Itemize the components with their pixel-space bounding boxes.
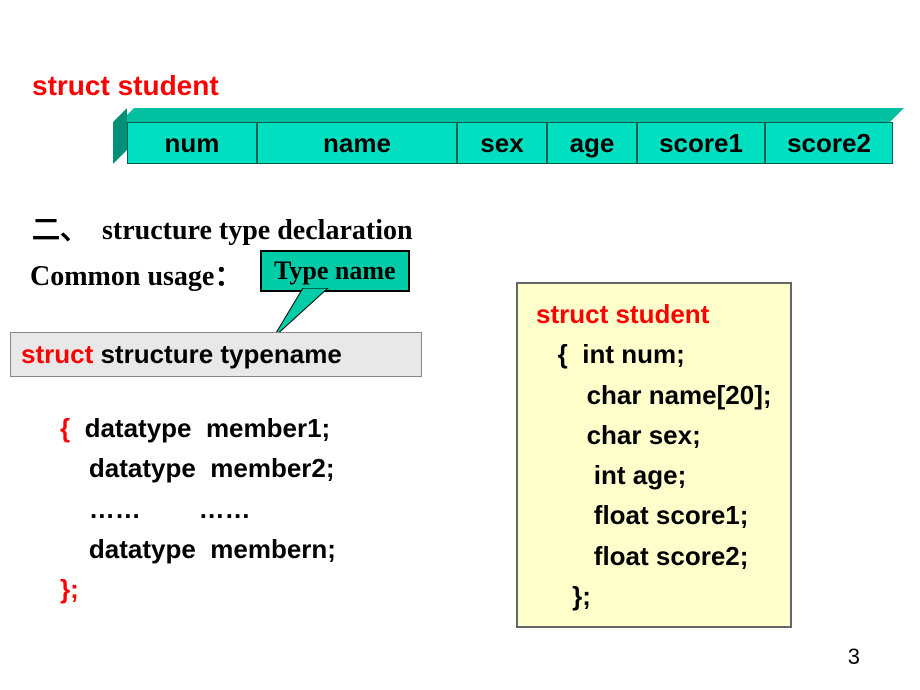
structure-typename-text: structure typename [93,339,342,369]
field-cell-sex: sex [457,122,547,164]
code-line: int age; [536,455,772,495]
field-cell-score1: score1 [637,122,765,164]
code-line: float score2; [536,536,772,576]
syntax-declaration-box: struct structure typename [10,332,422,377]
section-heading: 二、 structure type declaration [32,208,413,248]
field-cell-age: age [547,122,637,164]
field-cell-name: name [257,122,457,164]
code-line: float score1; [536,495,772,535]
field-cell-num: num [127,122,257,164]
section-prefix: 二、 [32,215,88,246]
code-line: char sex; [536,415,772,455]
field-cell-score2: score2 [765,122,893,164]
syntax-body: { datatype member1; datatype member2; ……… [60,408,336,609]
bar-side-face [113,108,127,164]
syntax-line: …… …… [60,489,336,529]
struct-keyword: struct [21,339,93,369]
code-example-box: struct student { int num; char name[20];… [516,282,792,628]
syntax-line: datatype member2; [60,448,336,488]
page-number: 3 [848,644,860,670]
bar-front-face: numnamesexagescore1score2 [127,122,893,164]
code-line: { int num; [536,334,772,374]
section-text: structure type declaration [102,215,413,246]
common-usage-label: Common usage： [30,254,242,294]
bar-top-face [120,108,904,122]
syntax-line: { datatype member1; [60,408,336,448]
type-name-tag: Type name [260,250,410,292]
code-header: struct student [536,294,772,334]
syntax-line: datatype membern; [60,529,336,569]
code-line: }; [536,576,772,616]
slide-title: struct student [32,70,219,102]
code-line: char name[20]; [536,375,772,415]
syntax-line: }; [60,569,336,609]
